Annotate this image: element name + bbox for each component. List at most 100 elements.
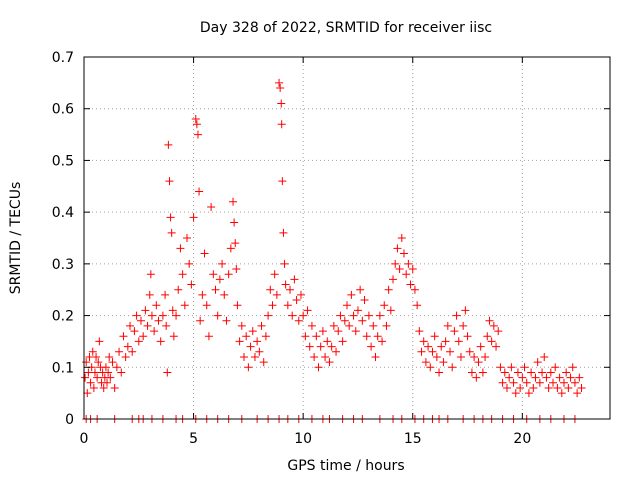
data-point [88,347,97,356]
data-point [299,311,308,320]
data-point [185,259,194,268]
data-point [426,363,435,372]
y-axis-label: SRMTID / TECUs [8,182,24,295]
data-point [226,244,235,253]
data-point [562,368,571,377]
data-point [200,249,209,258]
data-point [211,285,220,294]
data-point [487,337,496,346]
data-point [189,213,198,222]
data-point [518,373,527,382]
data-point [202,301,211,310]
data-point [123,342,132,351]
data-point [538,368,547,377]
data-point [428,347,437,356]
data-point [358,316,367,325]
data-point [373,332,382,341]
data-point [415,327,424,336]
data-point [305,342,314,351]
data-point [432,352,441,361]
x-axis-label: GPS time / hours [287,458,404,474]
data-point [470,352,479,361]
data-points [81,78,586,423]
data-point [349,311,358,320]
data-point [419,337,428,346]
data-point [461,306,470,315]
data-point [158,311,167,320]
data-point [154,316,163,325]
data-point [174,285,183,294]
data-point [275,78,284,87]
data-point [207,202,216,211]
data-point [283,301,292,310]
data-point [413,301,422,310]
data-point [115,347,124,356]
data-point [559,378,568,387]
data-point [163,368,172,377]
data-point [577,383,586,392]
data-point [421,358,430,367]
data-point [384,285,393,294]
data-point [527,368,536,377]
data-point [332,347,341,356]
data-point [268,301,277,310]
data-point [472,373,481,382]
data-point [566,373,575,382]
data-point [391,259,400,268]
data-point [117,368,126,377]
data-point [101,363,110,372]
data-point [496,363,505,372]
data-point [191,115,200,124]
data-point [410,285,419,294]
data-point [430,332,439,341]
data-point [108,358,117,367]
data-point [450,327,459,336]
data-point [553,383,562,392]
y-tick-label: 0.3 [52,257,74,273]
data-point [402,270,411,279]
data-point [94,358,103,367]
data-point [276,84,285,93]
data-point [232,265,241,274]
x-tick-label: 15 [404,431,422,447]
data-point [399,249,408,258]
x-axis-ticks: 0 5 10 15 20 [80,57,531,447]
data-point [215,275,224,284]
data-point [139,332,148,341]
data-point [441,337,450,346]
data-point [513,368,522,377]
data-point [575,373,584,382]
data-point [277,99,286,108]
data-point [404,259,413,268]
chart-title: Day 328 of 2022, SRMTID for receiver iis… [200,20,492,36]
data-point [318,327,327,336]
data-point [367,342,376,351]
data-point [542,373,551,382]
data-point [439,358,448,367]
data-point [500,368,509,377]
data-point [244,363,253,372]
data-point [382,321,391,330]
data-point [533,358,542,367]
data-point [303,306,312,315]
data-point [573,389,582,398]
data-point [520,363,529,372]
y-tick-label: 0.2 [52,309,74,325]
data-point [266,285,275,294]
data-point [176,244,185,253]
data-point [522,378,531,387]
data-point [485,316,494,325]
data-point [286,285,295,294]
data-point [353,306,362,315]
data-point [511,389,520,398]
data-point [165,177,174,186]
data-point [281,280,290,289]
data-point [380,301,389,310]
data-point [261,332,270,341]
data-point [130,327,139,336]
data-point [104,368,113,377]
data-point [259,358,268,367]
data-point [168,306,177,315]
data-point [568,363,577,372]
